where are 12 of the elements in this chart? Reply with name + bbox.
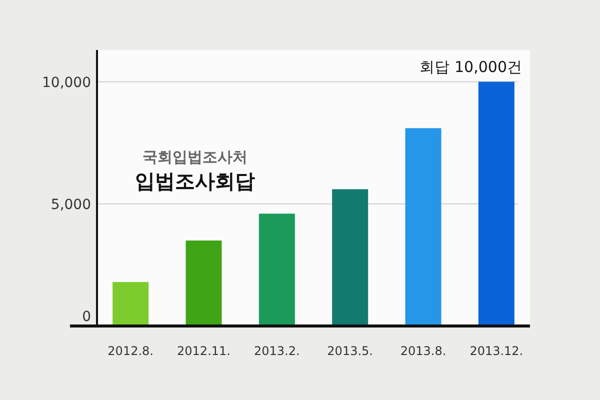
x-tick-label: 2013.8. [400, 344, 446, 358]
x-tick-label: 2012.11. [177, 344, 230, 358]
y-tick-label: 5,000 [50, 196, 91, 213]
x-tick-label: 2013.5. [327, 344, 373, 358]
x-tick-label: 2012.8. [108, 344, 154, 358]
text: 국회입법조사처 [142, 148, 248, 166]
annotation: 회답 10,000건 [420, 58, 522, 76]
x-tick-label: 2013.12. [470, 344, 524, 358]
text: 입법조사회답 [135, 169, 255, 193]
y-tick-label: 10,000 [42, 74, 91, 91]
x-tick-label: 2013.2. [254, 344, 300, 358]
y-tick-label: 0 [82, 309, 91, 325]
